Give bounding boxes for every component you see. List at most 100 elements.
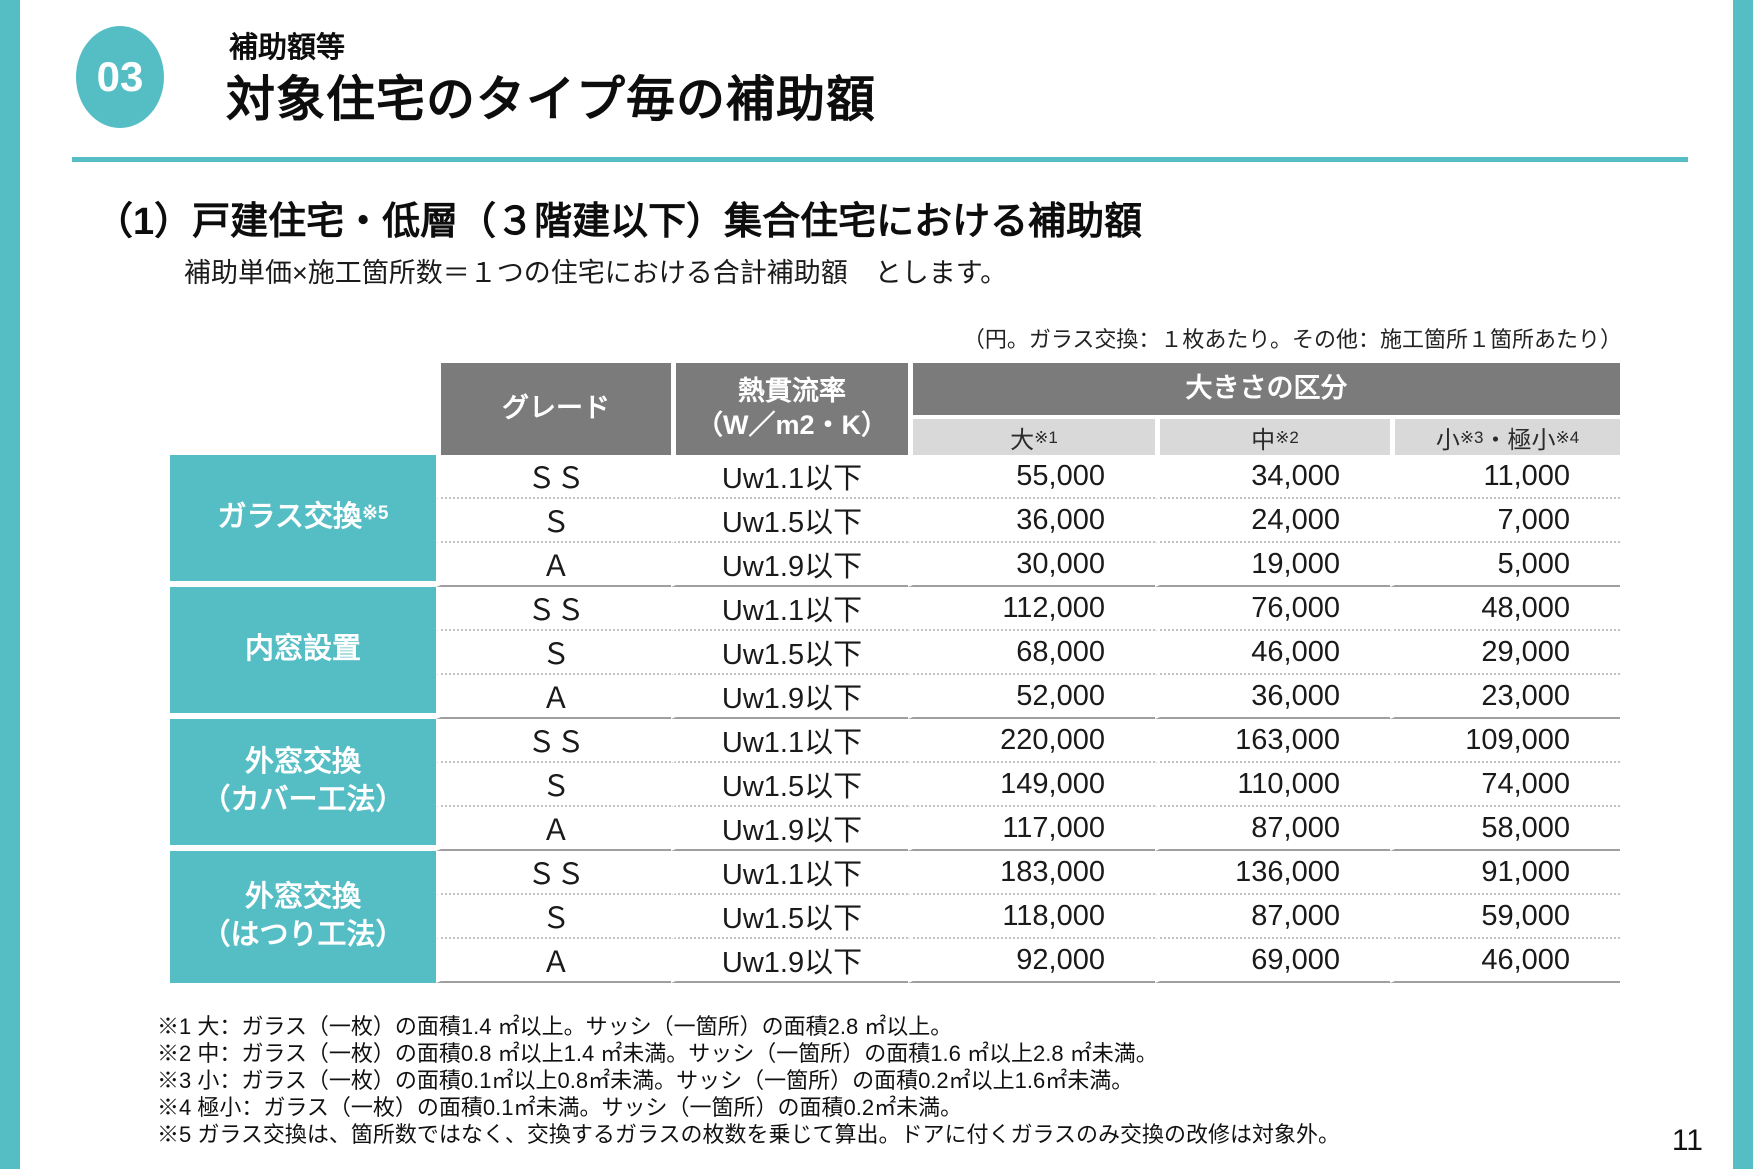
price-medium-cell: 110,000 [1155, 763, 1390, 807]
col-header-uvalue-line2: （W／m2・K） [695, 410, 888, 440]
price-small-cell: 46,000 [1390, 939, 1621, 983]
table-corner-cell [170, 363, 436, 455]
uvalue-cell: Uw1.9以下 [671, 939, 908, 983]
grade-cell: Ｓ [436, 763, 671, 807]
row-group-label-line2: （カバー工法） [201, 784, 405, 816]
table-row: Ａ Uw1.9以下 52,000 36,000 23,000 [170, 675, 1621, 719]
price-medium-cell: 136,000 [1155, 851, 1390, 895]
unit-note: （円。ガラス交換：１枚あたり。その他：施工箇所１箇所あたり） [962, 327, 1622, 352]
uvalue-cell: Uw1.9以下 [671, 675, 908, 719]
col-header-size-group: 大きさの区分 [908, 363, 1621, 415]
section-number-badge: 03 [76, 26, 164, 128]
size-small-label: 小 [1435, 426, 1460, 454]
row-group-outer-window-cover: 外窓交換 （カバー工法） [170, 719, 436, 851]
grade-cell: Ｓ [436, 895, 671, 939]
price-small-cell: 7,000 [1390, 499, 1621, 543]
col-header-uvalue-line1: 熱貫流率 [738, 376, 846, 407]
price-small-cell: 11,000 [1390, 455, 1621, 499]
footnote-1: ※1 大：ガラス（一枚）の面積1.4 ㎡以上。サッシ（一箇所）の面積2.8 ㎡以… [157, 1014, 953, 1039]
footnote-3: ※3 小：ガラス（一枚）の面積0.1㎡以上0.8㎡未満。サッシ（一箇所）の面積0… [157, 1068, 1134, 1093]
price-small-cell: 23,000 [1390, 675, 1621, 719]
row-group-note: ※5 [361, 503, 389, 525]
row-group-glass-replacement: ガラス交換※5 [170, 455, 436, 587]
row-group-outer-window-hatsuri: 外窓交換 （はつり工法） [170, 851, 436, 983]
table-row: 外窓交換 （はつり工法） ＳＳ Uw1.1以下 183,000 136,000 … [170, 851, 1621, 983]
price-small-cell: 59,000 [1390, 895, 1621, 939]
col-header-grade: グレード [436, 363, 671, 455]
size-large-note: ※1 [1034, 427, 1058, 447]
price-medium-cell: 87,000 [1155, 895, 1390, 939]
footnote-4: ※4 極小：ガラス（一枚）の面積0.1㎡未満。サッシ（一箇所）の面積0.2㎡未満… [157, 1095, 963, 1120]
price-large-cell: 36,000 [908, 499, 1155, 543]
price-large-cell: 68,000 [908, 631, 1155, 675]
uvalue-cell: Uw1.1以下 [671, 719, 908, 763]
col-header-uvalue: 熱貫流率 （W／m2・K） [671, 363, 908, 455]
grade-cell: Ｓ [436, 499, 671, 543]
table-row: Ａ Uw1.9以下 117,000 87,000 58,000 [170, 807, 1621, 851]
price-small-cell: 91,000 [1390, 851, 1621, 895]
price-medium-cell: 34,000 [1155, 455, 1390, 499]
table-row: Ｓ Uw1.5以下 118,000 87,000 59,000 [170, 895, 1621, 939]
subsidy-table: グレード 熱貫流率 （W／m2・K） 大きさの区分 大※1 中※2 小※3・極小… [170, 363, 1621, 983]
price-medium-cell: 46,000 [1155, 631, 1390, 675]
grade-cell: ＳＳ [436, 455, 671, 499]
uvalue-cell: Uw1.5以下 [671, 499, 908, 543]
price-medium-cell: 87,000 [1155, 807, 1390, 851]
price-large-cell: 220,000 [908, 719, 1155, 763]
grade-cell: ＳＳ [436, 851, 671, 895]
price-small-cell: 48,000 [1390, 587, 1621, 631]
uvalue-cell: Uw1.5以下 [671, 763, 908, 807]
grade-cell: Ｓ [436, 631, 671, 675]
price-large-cell: 55,000 [908, 455, 1155, 499]
left-accent-strip [0, 0, 20, 1169]
size-xsmall-note: ※4 [1555, 427, 1580, 447]
price-small-cell: 29,000 [1390, 631, 1621, 675]
price-large-cell: 52,000 [908, 675, 1155, 719]
price-large-cell: 149,000 [908, 763, 1155, 807]
table-row: Ｓ Uw1.5以下 149,000 110,000 74,000 [170, 763, 1621, 807]
row-group-label: ガラス交換 [217, 501, 362, 534]
col-header-size-large: 大※1 [908, 415, 1155, 455]
title-divider [72, 157, 1688, 162]
price-small-cell: 74,000 [1390, 763, 1621, 807]
price-large-cell: 117,000 [908, 807, 1155, 851]
price-medium-cell: 36,000 [1155, 675, 1390, 719]
footnotes: ※1 大：ガラス（一枚）の面積1.4 ㎡以上。サッシ（一箇所）の面積2.8 ㎡以… [157, 1013, 1340, 1148]
uvalue-cell: Uw1.1以下 [671, 851, 908, 895]
table-row: Ｓ Uw1.5以下 36,000 24,000 7,000 [170, 499, 1621, 543]
price-large-cell: 92,000 [908, 939, 1155, 983]
price-medium-cell: 76,000 [1155, 587, 1390, 631]
footnote-5: ※5 ガラス交換は、箇所数ではなく、交換するガラスの枚数を乗じて算出。ドアに付く… [157, 1122, 1341, 1147]
uvalue-cell: Uw1.5以下 [671, 631, 908, 675]
uvalue-cell: Uw1.5以下 [671, 895, 908, 939]
table-row: Ｓ Uw1.5以下 68,000 46,000 29,000 [170, 631, 1621, 675]
size-small-note: ※3 [1459, 427, 1484, 447]
row-group-label: 外窓交換 [244, 881, 361, 914]
price-medium-cell: 24,000 [1155, 499, 1390, 543]
uvalue-cell: Uw1.1以下 [671, 455, 908, 499]
grade-cell: ＳＳ [436, 719, 671, 763]
footnote-2: ※2 中：ガラス（一枚）の面積0.8 ㎡以上1.4 ㎡未満。サッシ（一箇所）の面… [157, 1041, 1158, 1066]
page-kicker: 補助額等 [229, 32, 346, 64]
price-small-cell: 109,000 [1390, 719, 1621, 763]
page-title: 対象住宅のタイプ毎の補助額 [226, 73, 877, 127]
table-row: Ａ Uw1.9以下 30,000 19,000 5,000 [170, 543, 1621, 587]
price-large-cell: 183,000 [908, 851, 1155, 895]
section-subheading: 補助単価×施工箇所数＝１つの住宅における合計補助額 とします。 [184, 258, 1008, 288]
table-row: ガラス交換※5 ＳＳ Uw1.1以下 55,000 34,000 11,000 [170, 455, 1621, 587]
col-header-size-small: 小※3・極小※4 [1390, 415, 1621, 455]
grade-cell: Ａ [436, 543, 671, 587]
price-large-cell: 118,000 [908, 895, 1155, 939]
right-accent-strip [1733, 0, 1753, 1169]
size-large-label: 大 [1010, 426, 1035, 454]
uvalue-cell: Uw1.1以下 [671, 587, 908, 631]
grade-cell: Ａ [436, 807, 671, 851]
size-xsmall-label: ・極小 [1483, 426, 1556, 454]
price-large-cell: 112,000 [908, 587, 1155, 631]
price-large-cell: 30,000 [908, 543, 1155, 587]
grade-cell: Ａ [436, 939, 671, 983]
uvalue-cell: Uw1.9以下 [671, 807, 908, 851]
grade-cell: ＳＳ [436, 587, 671, 631]
table-row: 内窓設置 ＳＳ Uw1.1以下 112,000 76,000 48,000 [170, 587, 1621, 719]
table-row: Ａ Uw1.9以下 92,000 69,000 46,000 [170, 939, 1621, 983]
